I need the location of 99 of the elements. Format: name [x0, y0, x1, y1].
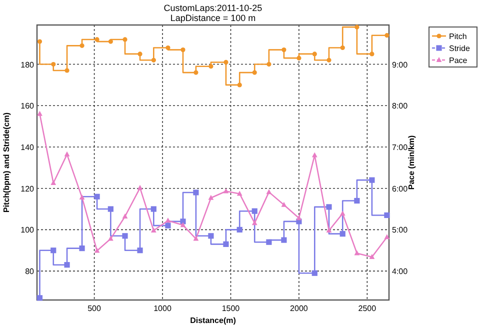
point — [108, 236, 114, 241]
point — [180, 222, 186, 228]
point — [80, 43, 84, 48]
y-axis-title: Pitch(bpm) and Stride(cm) — [2, 112, 11, 213]
y2-tick-label: 8:00 — [392, 102, 408, 111]
point — [223, 188, 229, 194]
point — [208, 233, 214, 239]
point — [51, 62, 56, 67]
chart-title: CustomLaps:2011-10-25 — [164, 3, 262, 13]
point — [165, 222, 171, 228]
y-tick-label: 120 — [20, 184, 35, 194]
point — [326, 228, 332, 233]
point — [384, 212, 390, 218]
point — [50, 180, 56, 185]
x-tick-label: 2500 — [358, 304, 377, 313]
legend-label: Pitch — [449, 32, 467, 41]
y2-tick-label: 4:00 — [392, 267, 408, 276]
legend-label: Pace — [449, 56, 468, 65]
point — [326, 204, 332, 210]
point — [64, 68, 70, 73]
point — [354, 24, 360, 30]
point — [340, 210, 346, 216]
point — [94, 248, 100, 253]
point — [296, 56, 302, 60]
point — [266, 62, 272, 67]
point — [266, 189, 272, 194]
point — [312, 52, 317, 56]
point — [252, 70, 257, 75]
point — [384, 234, 390, 240]
point — [252, 220, 258, 226]
x-axis-title: Distance(m) — [190, 316, 236, 325]
y-tick-label: 80 — [25, 267, 35, 276]
x-tick-label: 500 — [88, 304, 102, 313]
point — [236, 226, 242, 232]
point — [79, 246, 85, 252]
y-tick-label: 140 — [20, 142, 35, 152]
point — [122, 37, 128, 42]
point — [180, 48, 186, 52]
point — [369, 177, 375, 183]
y2-tick-label: 5:00 — [392, 226, 408, 235]
point — [340, 231, 346, 237]
y-tick-label: 180 — [20, 60, 35, 70]
y2-tick-label: 6:00 — [392, 184, 408, 194]
x-tick-label: 2000 — [290, 304, 308, 313]
point — [252, 208, 258, 214]
point — [340, 45, 345, 50]
point — [354, 250, 360, 256]
point — [354, 198, 360, 204]
point — [64, 262, 70, 268]
point — [36, 295, 43, 301]
point — [369, 254, 375, 259]
point — [122, 213, 128, 218]
point — [281, 202, 287, 207]
point — [312, 152, 318, 158]
point — [108, 39, 113, 44]
point — [37, 39, 42, 44]
point — [150, 228, 156, 233]
point — [223, 241, 229, 247]
point — [94, 37, 100, 42]
point — [150, 206, 156, 212]
point — [384, 33, 390, 38]
y-tick-label: 100 — [20, 226, 35, 235]
x-tick-label: 1500 — [222, 304, 240, 313]
point — [281, 237, 287, 243]
point — [237, 82, 242, 88]
chart-subtitle: LapDistance = 100 m — [170, 13, 256, 23]
point — [296, 215, 302, 220]
x-tick-label: 1000 — [154, 304, 172, 313]
y2-tick-label: 7:00 — [392, 142, 408, 152]
point — [193, 190, 199, 196]
point — [208, 64, 214, 69]
y2-tick-label: 9:00 — [392, 60, 408, 70]
point — [266, 239, 272, 245]
point — [137, 248, 143, 254]
point — [312, 270, 318, 276]
point — [151, 58, 156, 62]
point — [122, 233, 128, 239]
legend-label: Stride — [449, 44, 470, 53]
point — [108, 206, 114, 212]
point — [236, 190, 242, 196]
point — [180, 218, 186, 224]
point — [64, 151, 70, 156]
point — [282, 48, 286, 52]
point — [370, 52, 374, 56]
point — [138, 52, 142, 56]
point — [166, 45, 170, 50]
point — [208, 194, 214, 200]
point — [94, 194, 100, 200]
point — [165, 218, 171, 223]
y-tick-label: 160 — [20, 102, 35, 111]
point — [37, 110, 42, 116]
point — [79, 194, 85, 200]
point — [326, 58, 332, 62]
point — [193, 236, 199, 241]
point — [50, 248, 56, 254]
y2-axis-title: Pace (min/km) — [407, 135, 416, 190]
point — [224, 60, 228, 65]
point — [194, 70, 198, 75]
point — [137, 184, 143, 190]
